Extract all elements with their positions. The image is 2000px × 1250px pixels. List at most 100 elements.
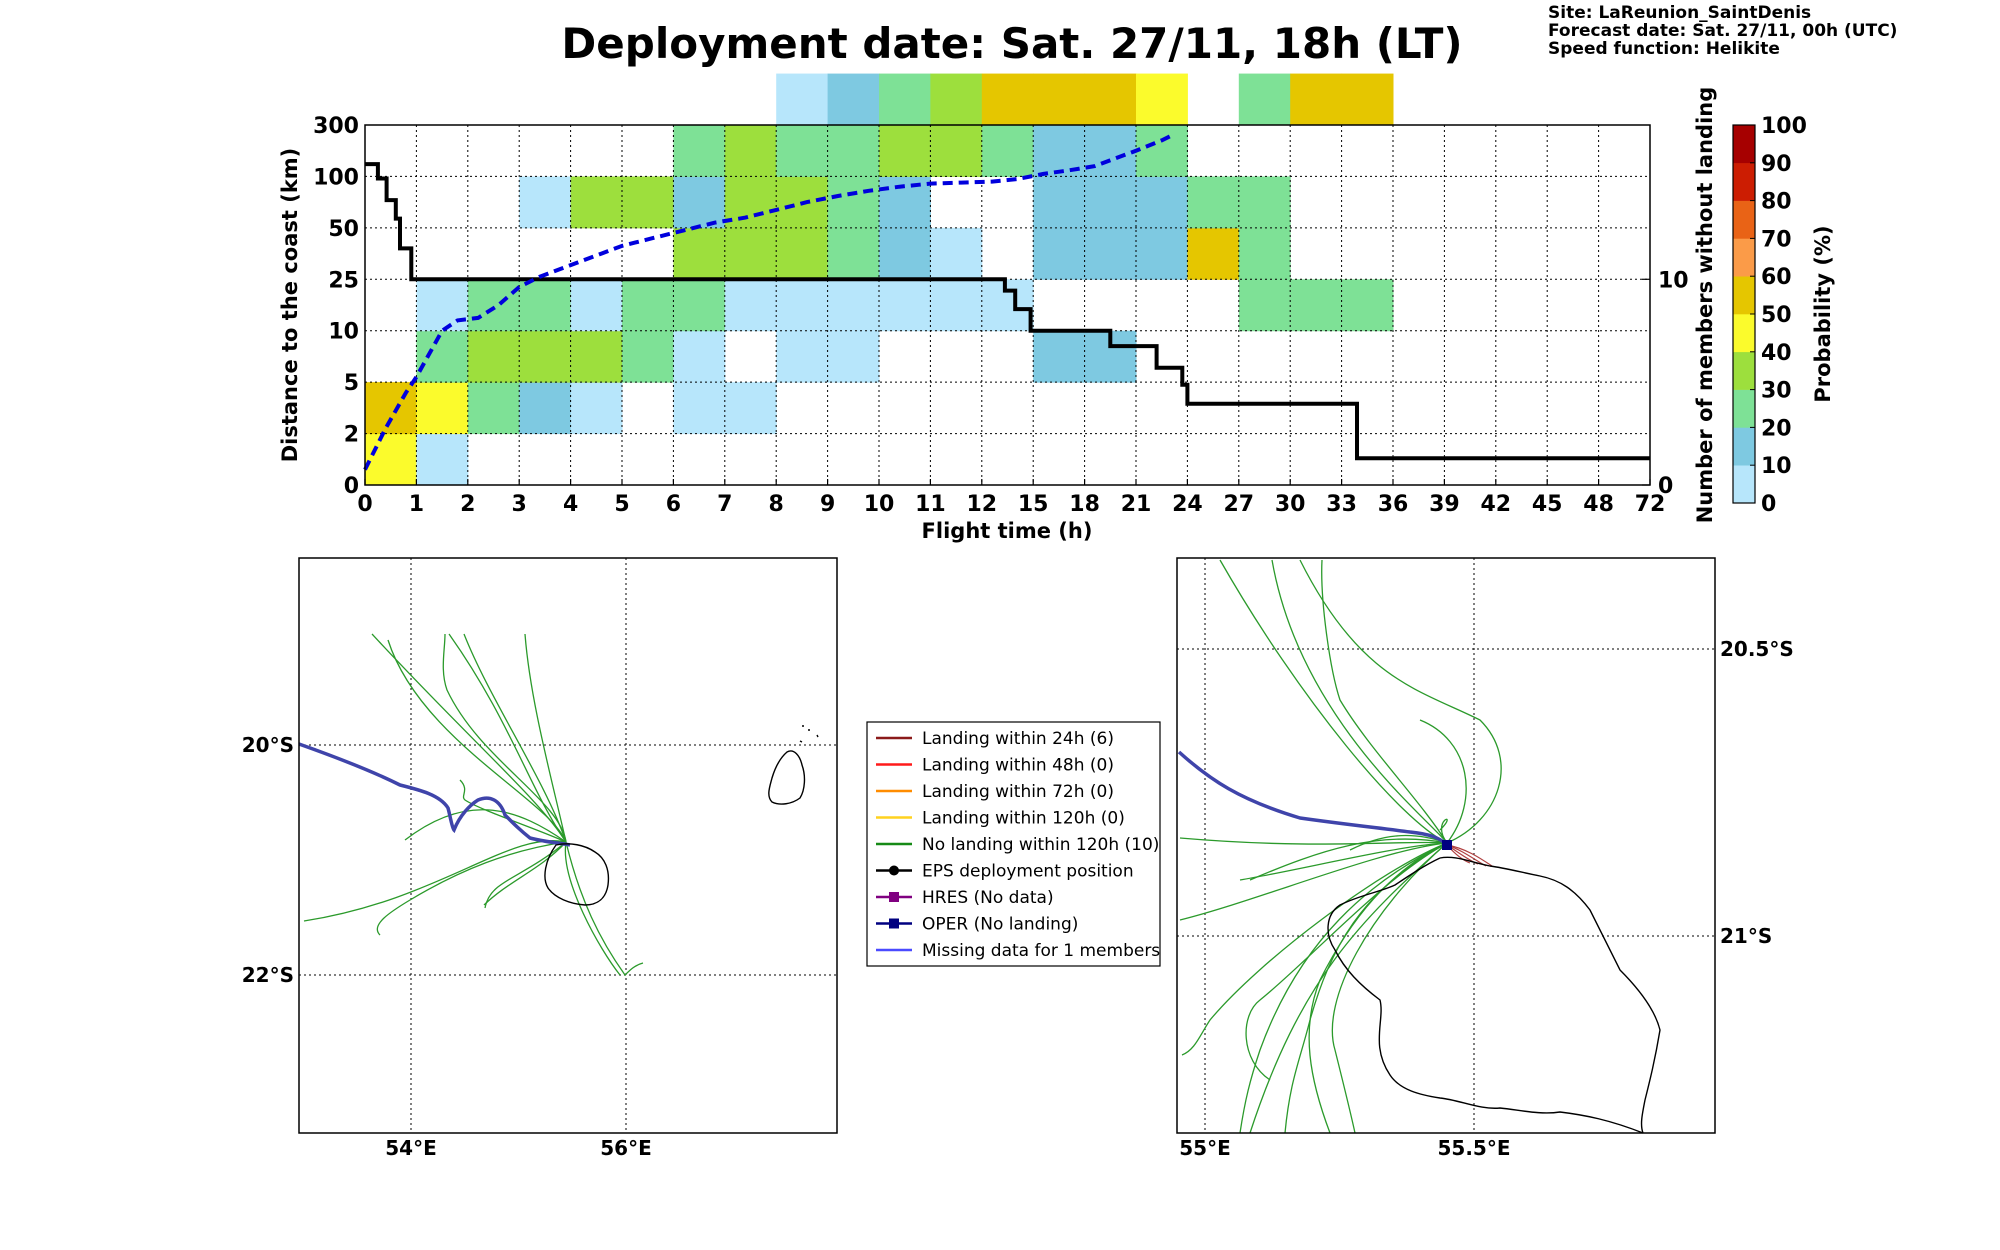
legend-label: HRES (No data) xyxy=(922,888,1054,908)
heatmap-cell xyxy=(1187,176,1240,229)
x-tick-label: 5 xyxy=(614,492,629,517)
heatmap-cell xyxy=(724,176,777,229)
heatmap-cell xyxy=(673,125,726,177)
reunion-coast xyxy=(1327,856,1661,1134)
legend-label: Landing within 120h (0) xyxy=(922,809,1125,829)
heatmap-cell xyxy=(1136,227,1188,280)
heatmap-cell xyxy=(1290,73,1343,126)
x-tick-label: 9 xyxy=(820,492,835,517)
legend-item: No landing within 120h (10) xyxy=(876,835,1159,855)
colorbar-tick-label: 30 xyxy=(1761,379,1792,404)
x-tick-labels: 0 1 2 3 4 5 6 7 8 9 10 11 12 15 18 21 24 27 30 33 36 39 42 45 48… xyxy=(357,479,1665,517)
heatmap-cell xyxy=(724,125,777,177)
trajectory-legend: Landing within 24h (6) Landing within 48h… xyxy=(866,721,1161,967)
heatmap-cell xyxy=(1033,176,1086,229)
heatmap-cell xyxy=(776,279,829,332)
heatmap-cell xyxy=(981,73,1034,126)
median-distance-line xyxy=(363,133,1173,471)
heatmap-cell xyxy=(570,330,623,383)
map-x-tick: 55°E xyxy=(1179,1136,1231,1160)
heatmap-cell xyxy=(1084,73,1137,126)
colorbar-segment xyxy=(1733,314,1755,353)
heatmap-cell xyxy=(467,279,520,332)
legend-marker xyxy=(889,865,899,876)
y2-tick-label: 10 xyxy=(1658,268,1689,293)
map-x-tick: 55.5°E xyxy=(1437,1136,1510,1160)
heatmap-cell xyxy=(1084,176,1137,229)
figure-title: Deployment date: Sat. 27/11, 18h (LT) xyxy=(561,19,1462,68)
heatmap-cell xyxy=(1238,73,1291,126)
heatmap-cell xyxy=(570,176,623,229)
map-y-tick: 20°S xyxy=(242,733,294,757)
y2-axis-label: Number of members without landing xyxy=(1693,87,1717,524)
y-tick-label: 10 xyxy=(328,320,359,345)
heatmap-cell xyxy=(519,382,572,435)
x-tick-label: 48 xyxy=(1583,492,1614,517)
eps-trajectories xyxy=(303,633,644,977)
y-axis-label: Distance to the coast (km) xyxy=(278,148,302,463)
x-tick-label: 2 xyxy=(460,492,475,517)
map-x-tick: 56°E xyxy=(600,1136,652,1160)
heatmap-cell xyxy=(930,73,983,126)
oper-trajectory xyxy=(1177,750,1449,847)
map-y-tick: 21°S xyxy=(1720,924,1772,948)
y-tick-label: 2 xyxy=(344,423,359,448)
reunion-coast xyxy=(544,843,610,906)
x-tick-label: 7 xyxy=(717,492,732,517)
legend-label: OPER (No landing) xyxy=(922,915,1078,935)
heatmap-cell xyxy=(673,176,726,229)
map-frame xyxy=(1176,557,1716,1134)
heatmap-cell xyxy=(1187,227,1240,280)
heatmap-cell xyxy=(1136,73,1188,126)
heatmap-cell xyxy=(827,227,880,280)
heatmap-cell xyxy=(1136,176,1188,229)
heatmap-cell xyxy=(1238,176,1291,229)
map-grid xyxy=(299,558,837,1133)
heatmap-cell xyxy=(930,227,983,280)
legend-item: OPER (No landing) xyxy=(876,915,1078,935)
heatmap-cell xyxy=(827,279,880,332)
x-tick-label: 39 xyxy=(1429,492,1460,517)
heatmap-cell xyxy=(1136,125,1188,177)
heatmap-cell xyxy=(776,125,829,177)
heatmap-cell xyxy=(776,73,829,126)
x-tick-label: 12 xyxy=(966,492,997,517)
y-tick-label: 25 xyxy=(328,268,359,293)
x-tick-label: 4 xyxy=(563,492,578,517)
colorbar-tick-label: 70 xyxy=(1761,227,1792,252)
x-tick-label: 3 xyxy=(512,492,527,517)
y2-tick-label: 0 xyxy=(1658,474,1673,499)
heatmap-cell xyxy=(776,227,829,280)
small-islands xyxy=(799,725,819,743)
legend-label: Missing data for 1 members xyxy=(922,941,1160,961)
x-tick-label: 0 xyxy=(357,492,372,517)
heatmap-cell xyxy=(467,330,520,383)
legend-item: Landing within 48h (0) xyxy=(876,756,1114,776)
colorbar-tick-label: 100 xyxy=(1761,114,1807,139)
oper-trajectory xyxy=(298,742,571,847)
heatmap-cell xyxy=(622,330,674,383)
heatmap-cell xyxy=(1290,279,1343,332)
heatmap-cell xyxy=(1341,73,1394,126)
map-y-tick: 22°S xyxy=(242,963,294,987)
heatmap-cell xyxy=(519,279,572,332)
heatmap-cell xyxy=(365,382,417,435)
heatmap-cell xyxy=(879,125,931,177)
heatmap-cell xyxy=(416,330,469,383)
heatmap-cell xyxy=(1033,227,1086,280)
regional-map: 54°E 56°E 20°S 22°S xyxy=(242,557,838,1160)
colorbar-segment xyxy=(1733,238,1755,277)
x-tick-label: 11 xyxy=(915,492,946,517)
x-tick-label: 45 xyxy=(1532,492,1563,517)
heatmap-cell xyxy=(776,330,829,383)
x-tick-label: 15 xyxy=(1018,492,1049,517)
legend-item: Missing data for 1 members xyxy=(876,941,1160,961)
heatmap-cell xyxy=(1341,279,1394,332)
colorbar-tick-label: 20 xyxy=(1761,416,1792,441)
map-y-tick: 20.5°S xyxy=(1720,637,1794,661)
heatmap-cell xyxy=(570,279,623,332)
x-tick-label: 36 xyxy=(1378,492,1409,517)
legend-marker xyxy=(889,918,899,929)
